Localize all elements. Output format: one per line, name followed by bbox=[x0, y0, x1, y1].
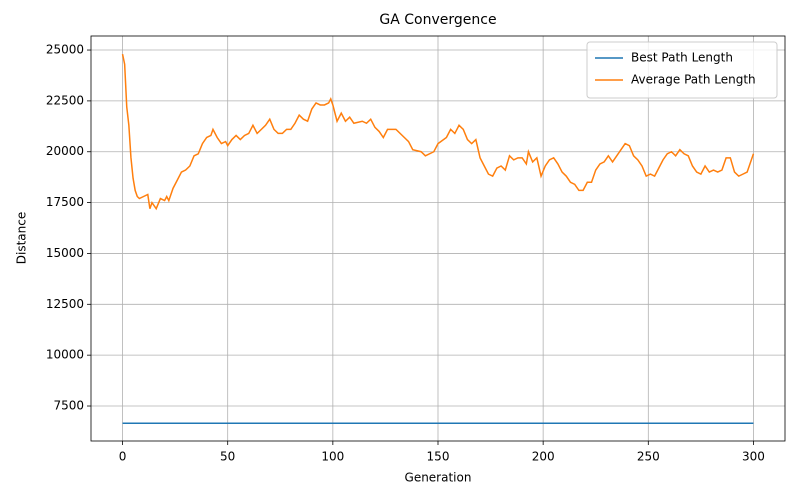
legend-label: Average Path Length bbox=[631, 73, 756, 87]
x-tick-label: 100 bbox=[321, 450, 344, 464]
plot-frame bbox=[90, 35, 786, 442]
x-tick-label: 200 bbox=[532, 450, 555, 464]
y-tick-label: 17500 bbox=[46, 195, 84, 209]
x-axis-label: Generation bbox=[405, 471, 472, 485]
y-tick-label: 20000 bbox=[46, 144, 84, 158]
y-tick-label: 7500 bbox=[53, 399, 84, 413]
y-tick-label: 25000 bbox=[46, 43, 84, 57]
chart-title: GA Convergence bbox=[379, 12, 496, 28]
y-tick-label: 15000 bbox=[46, 246, 84, 260]
y-tick-label: 10000 bbox=[46, 348, 84, 362]
legend-box bbox=[586, 41, 778, 99]
x-tick-label: 0 bbox=[119, 450, 127, 464]
y-tick-label: 12500 bbox=[46, 297, 84, 311]
x-tick-label: 150 bbox=[427, 450, 450, 464]
y-tick-label: 22500 bbox=[46, 93, 84, 107]
series-line bbox=[121, 53, 755, 211]
x-tick-label: 300 bbox=[742, 450, 765, 464]
x-tick-label: 250 bbox=[637, 450, 660, 464]
y-axis-label: Distance bbox=[15, 212, 29, 264]
legend-label: Best Path Length bbox=[631, 51, 733, 65]
x-tick-label: 50 bbox=[220, 450, 235, 464]
